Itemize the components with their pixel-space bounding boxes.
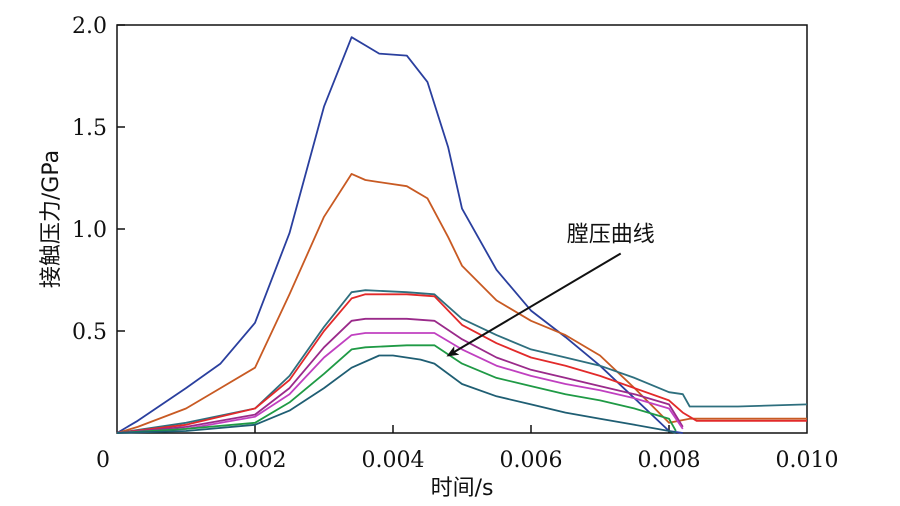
x-tick-label: 0.006 [500,448,563,473]
series-line-3 [116,289,808,434]
y-axis: 0.5 1.0 1.5 2.0 [72,14,125,345]
series-line-5 [116,317,684,434]
y-tick-label: 0.5 [72,320,107,345]
series-line-7 [116,344,677,434]
x-tick-label: 0.004 [362,448,425,473]
x-tick-label: 0.008 [638,448,701,473]
y-tick-label: 1.0 [72,218,107,243]
series-line-8 [116,354,677,434]
x-axis: 0 0.002 0.004 0.006 0.008 0.010 [96,425,838,473]
plot-frame [116,24,808,434]
series-layer [116,36,808,434]
series-line-6 [116,332,684,434]
series-line-4 [116,293,807,434]
annotation-label: 膛压曲线 [567,222,655,247]
x-tick-label: 0 [96,448,110,473]
x-tick-label: 0.002 [224,448,287,473]
x-axis-title: 时间/s [431,476,494,501]
y-tick-label: 1.5 [72,116,107,141]
x-tick-label: 0.010 [776,448,839,473]
series-line-1 [116,36,683,434]
y-axis-title: 接触压力/GPa [39,150,64,288]
y-tick-label: 2.0 [72,14,107,39]
annotation-arrow [446,252,622,357]
series-line-2 [116,172,807,434]
